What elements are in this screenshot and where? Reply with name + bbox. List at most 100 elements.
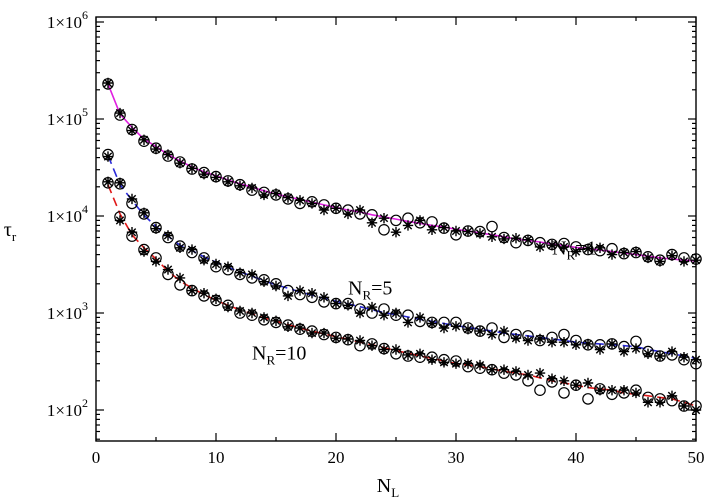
point-star-nr1 [606, 249, 618, 260]
point-star-nr5 [666, 346, 678, 357]
point-star-nr5 [342, 300, 354, 311]
point-star-nr10 [210, 293, 222, 304]
point-star-nr5 [414, 312, 426, 323]
point-star-nr10 [282, 321, 294, 332]
point-star-nr10 [438, 357, 450, 368]
point-star-nr5 [534, 333, 546, 345]
series-annotations: NR=1 NR=5 NR=10 [252, 238, 596, 368]
fit-line-nr5 [107, 155, 697, 360]
y-tick-label: 1×102 [47, 396, 88, 420]
point-star-nr1 [282, 192, 294, 203]
point-star-nr5 [678, 352, 690, 363]
point-star-nr10 [402, 349, 414, 361]
point-star-nr10 [654, 397, 666, 408]
point-star-nr10 [630, 387, 642, 399]
point-star-nr10 [534, 367, 546, 379]
point-star-nr5 [162, 230, 174, 241]
point-star-nr1 [150, 143, 162, 155]
point-star-nr1 [510, 233, 522, 244]
point-star-nr5 [630, 343, 642, 354]
point-star-nr5 [138, 207, 150, 218]
point-star-nr5 [234, 267, 246, 278]
point-star-nr5 [198, 255, 210, 266]
point-star-nr1 [438, 222, 450, 233]
point-star-nr10 [354, 335, 366, 346]
point-star-nr5 [618, 346, 630, 357]
point-star-nr1 [570, 246, 582, 257]
point-star-nr5 [462, 324, 474, 335]
point-star-nr5 [522, 335, 534, 346]
point-star-nr10 [390, 344, 402, 355]
point-star-nr10 [582, 377, 594, 389]
point-star-nr1 [558, 241, 570, 253]
point-star-nr5 [282, 290, 294, 302]
point-star-nr10 [486, 364, 498, 375]
point-star-nr1 [306, 198, 318, 209]
point-star-nr1 [258, 189, 270, 201]
point-star-nr1 [426, 224, 438, 235]
point-star-nr5 [114, 177, 126, 188]
point-star-nr5 [606, 338, 618, 350]
point-star-nr10 [378, 344, 390, 355]
point-star-nr1 [210, 172, 222, 183]
point-star-nr5 [330, 298, 342, 309]
point-star-nr1 [402, 220, 414, 231]
point-star-nr1 [522, 234, 534, 245]
point-star-nr10 [570, 380, 582, 391]
point-star-nr5 [174, 242, 186, 253]
point-star-nr5 [186, 244, 198, 255]
point-star-nr10 [234, 305, 246, 317]
annotation-nr1: NR=1 [552, 238, 596, 263]
point-star-nr10 [618, 385, 630, 396]
point-star-nr1 [666, 250, 678, 261]
x-axis-label: NL [377, 475, 399, 500]
point-star-nr5 [498, 325, 510, 337]
point-star-nr10 [594, 385, 606, 396]
point-circle-nr1 [486, 220, 498, 233]
point-star-nr1 [318, 204, 330, 216]
x-tick-label: 10 [208, 448, 225, 467]
point-star-nr1 [486, 231, 498, 242]
point-star-nr5 [510, 333, 522, 344]
point-star-nr5 [594, 344, 606, 355]
point-star-nr10 [414, 348, 426, 359]
point-star-nr10 [546, 373, 558, 384]
point-star-nr10 [678, 400, 690, 412]
point-star-nr10 [186, 285, 198, 296]
point-star-nr5 [102, 151, 114, 162]
point-star-nr1 [270, 188, 282, 199]
point-star-nr10 [366, 340, 378, 351]
point-star-nr5 [150, 223, 162, 234]
point-star-nr1 [498, 233, 510, 245]
point-star-nr1 [222, 176, 234, 187]
y-tick-label: 1×105 [47, 105, 88, 129]
point-star-nr1 [474, 228, 486, 239]
point-star-nr1 [246, 182, 258, 194]
y-axis-label: τr [4, 219, 17, 244]
y-tick-label: 1×104 [47, 202, 88, 226]
x-tick-label: 50 [688, 448, 705, 467]
point-star-nr10 [642, 397, 654, 408]
point-star-nr1 [642, 252, 654, 264]
y-tick-label: 1×106 [47, 8, 88, 32]
point-star-nr5 [450, 321, 462, 332]
point-star-nr10 [606, 385, 618, 396]
point-circle-nr10 [558, 387, 570, 399]
annotation-nr10: NR=10 [252, 343, 306, 368]
point-star-nr10 [174, 272, 186, 284]
point-star-nr5 [654, 350, 666, 362]
fit-line-nr10 [107, 184, 697, 407]
point-circle-nr10 [582, 393, 594, 405]
point-star-nr5 [270, 280, 282, 292]
point-star-nr1 [114, 107, 126, 119]
point-star-nr1 [618, 247, 630, 258]
point-star-nr1 [450, 225, 462, 237]
point-star-nr10 [222, 301, 234, 313]
point-star-nr10 [318, 327, 330, 339]
point-star-nr1 [174, 158, 186, 169]
point-star-nr5 [570, 339, 582, 350]
point-star-nr5 [486, 329, 498, 340]
point-star-nr1 [186, 163, 198, 174]
point-star-nr5 [306, 288, 318, 299]
